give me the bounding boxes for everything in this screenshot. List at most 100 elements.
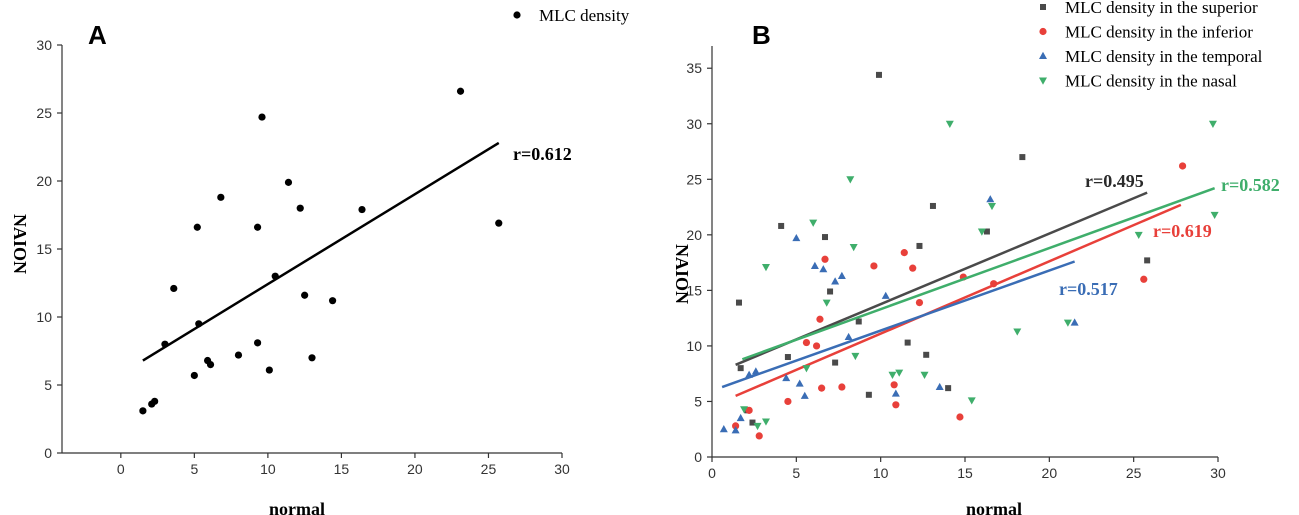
data-point bbox=[822, 299, 831, 307]
data-point bbox=[891, 389, 900, 397]
data-point bbox=[831, 277, 840, 285]
data-point bbox=[920, 371, 929, 379]
x-tick-label: 0 bbox=[708, 465, 716, 481]
data-point bbox=[818, 384, 826, 392]
data-point bbox=[740, 406, 749, 414]
data-point bbox=[792, 233, 801, 242]
x-tick-label: 25 bbox=[481, 461, 497, 477]
x-tick-label: 10 bbox=[873, 465, 889, 481]
x-tick-label: 30 bbox=[1210, 465, 1226, 481]
legend-label: MLC density in the temporal bbox=[1065, 47, 1263, 66]
data-point bbox=[495, 219, 503, 227]
data-point bbox=[812, 342, 821, 350]
data-point bbox=[827, 288, 834, 295]
y-axis-title: NAION bbox=[672, 244, 692, 304]
data-point bbox=[749, 419, 756, 426]
y-tick-label: 15 bbox=[36, 241, 52, 257]
data-point bbox=[784, 354, 791, 361]
x-tick-label: 5 bbox=[190, 461, 198, 477]
data-point bbox=[977, 228, 986, 236]
data-point bbox=[892, 401, 900, 409]
panel-label: A bbox=[88, 20, 107, 50]
data-point bbox=[1208, 120, 1217, 128]
series-4: r=0.582 bbox=[740, 120, 1280, 431]
data-point bbox=[849, 244, 858, 252]
data-point bbox=[916, 242, 923, 249]
data-point bbox=[851, 352, 860, 361]
legend-marker bbox=[1039, 77, 1047, 85]
data-point bbox=[987, 202, 996, 211]
data-point bbox=[719, 425, 728, 433]
data-point bbox=[265, 366, 273, 374]
data-point bbox=[308, 354, 316, 362]
data-point bbox=[875, 71, 882, 78]
data-point bbox=[784, 397, 792, 406]
data-point bbox=[855, 318, 862, 325]
x-tick-label: 25 bbox=[1126, 465, 1142, 481]
data-point bbox=[761, 418, 770, 426]
data-point bbox=[945, 120, 954, 128]
data-point bbox=[1070, 318, 1079, 326]
data-point bbox=[732, 422, 740, 430]
data-point bbox=[778, 222, 785, 229]
data-point bbox=[819, 265, 828, 273]
x-tick-label: 15 bbox=[957, 465, 973, 481]
chart-panel-a: A 0 5 10 15 20 25 30 0 5 10 15 20 25 30 normal NAION r=0.… bbox=[10, 6, 630, 515]
data-point bbox=[301, 291, 309, 299]
x-tick-label: 20 bbox=[407, 461, 423, 477]
data-point bbox=[253, 339, 262, 347]
data-point bbox=[809, 219, 818, 227]
data-point bbox=[751, 367, 760, 375]
y-tick-label: 5 bbox=[694, 393, 702, 409]
data-point bbox=[753, 422, 762, 431]
data-point bbox=[761, 264, 770, 272]
y-tick-label: 20 bbox=[686, 227, 702, 243]
data-point bbox=[890, 381, 898, 389]
correlation-label: r=0.517 bbox=[1059, 279, 1118, 299]
legend-marker bbox=[1040, 4, 1046, 10]
data-point bbox=[1019, 154, 1026, 161]
data-point bbox=[217, 193, 225, 201]
x-axis-title: normal bbox=[966, 499, 1022, 515]
x-tick-label: 5 bbox=[792, 465, 800, 481]
data-point bbox=[945, 385, 952, 392]
data-point bbox=[865, 391, 872, 398]
y-tick-label: 30 bbox=[686, 116, 702, 132]
data-point bbox=[816, 315, 824, 323]
series-1: r=0.612 bbox=[139, 87, 572, 415]
y-tick-label: 0 bbox=[44, 445, 52, 461]
data-point bbox=[456, 87, 465, 95]
y-tick-label: 20 bbox=[36, 173, 52, 189]
x-tick-label: 10 bbox=[260, 461, 276, 477]
legend-marker bbox=[1039, 27, 1047, 36]
x-tick-label: 20 bbox=[1042, 465, 1058, 481]
legend: MLC density bbox=[513, 6, 630, 25]
legend-marker bbox=[1039, 51, 1047, 59]
y-tick-label: 35 bbox=[686, 60, 702, 76]
data-point bbox=[296, 204, 304, 212]
data-point bbox=[838, 383, 846, 391]
legend-label: MLC density in the superior bbox=[1065, 0, 1258, 17]
data-point bbox=[731, 426, 740, 434]
y-tick-label: 25 bbox=[36, 105, 52, 121]
series-3: r=0.517 bbox=[719, 195, 1118, 434]
data-point bbox=[737, 365, 744, 372]
data-point bbox=[328, 297, 337, 305]
data-point bbox=[986, 195, 995, 203]
data-point bbox=[795, 379, 804, 387]
data-point bbox=[821, 255, 829, 263]
legend-label: MLC density bbox=[539, 6, 630, 25]
data-point bbox=[929, 202, 936, 209]
data-point bbox=[904, 339, 911, 346]
y-tick-label: 10 bbox=[36, 309, 52, 325]
panel-label: B bbox=[752, 20, 771, 50]
data-point bbox=[895, 369, 904, 377]
data-point bbox=[846, 176, 855, 184]
fit-line bbox=[142, 141, 500, 362]
y-tick-label: 5 bbox=[44, 377, 52, 393]
data-point bbox=[900, 249, 908, 257]
y-tick-label: 0 bbox=[694, 449, 702, 465]
chart-panel-b: B 0 5 10 15 20 25 30 0 5 10 15 20 25 30 35 normal NAION r=… bbox=[672, 0, 1280, 515]
data-point bbox=[1210, 211, 1219, 220]
fit-line bbox=[741, 187, 1216, 361]
